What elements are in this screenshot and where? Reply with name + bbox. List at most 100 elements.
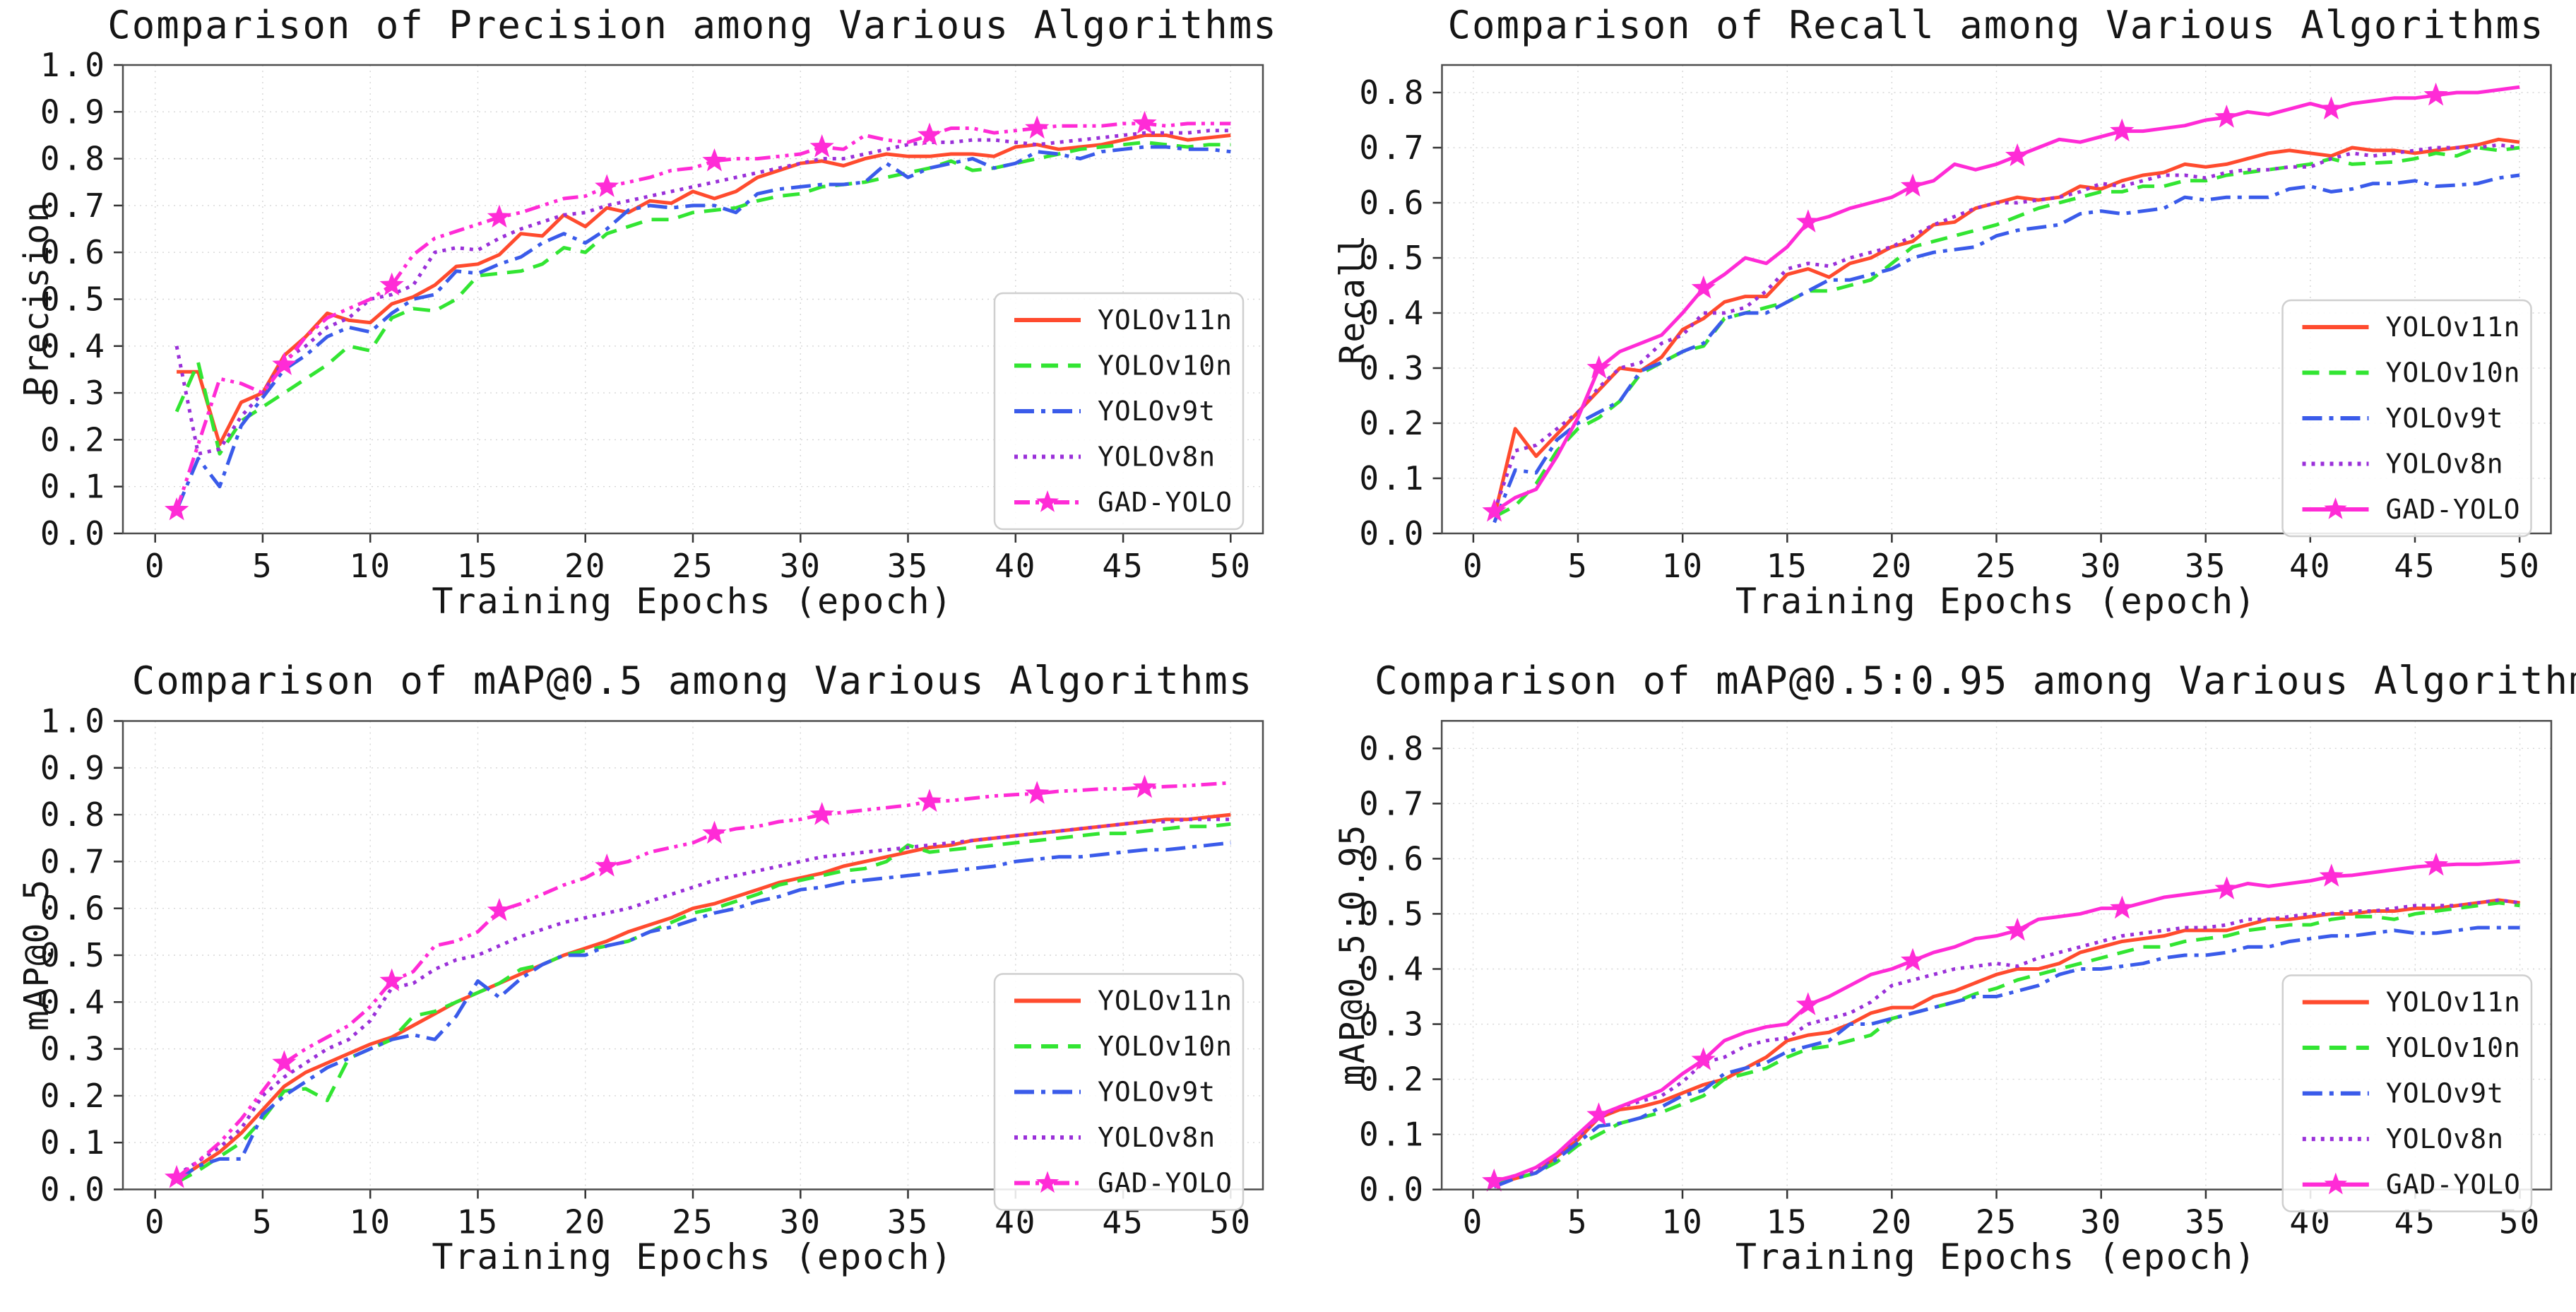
legend-label-GAD-YOLO: GAD-YOLO: [2386, 1169, 2521, 1200]
chart-panel-map50: Comparison of mAP@0.5 among Various Algo…: [0, 656, 1288, 1312]
y-tick-label: 0.5: [40, 936, 107, 974]
x-axis-label: Training Epochs (epoch): [1735, 581, 2257, 622]
legend: YOLOv11n YOLOv10n YOLOv9t YOLOv8n GAD-YOLO: [2281, 299, 2532, 538]
series-line-YOLOv11n: [1492, 137, 2520, 518]
series-line-YOLOv10n: [1493, 146, 2520, 519]
chart-panel-map50-95: Comparison of mAP@0.5:0.95 among Various…: [1288, 656, 2576, 1312]
star-marker-icon: [379, 968, 404, 991]
legend-label-YOLOv9t: YOLOv9t: [2386, 1078, 2504, 1109]
y-tick-label: 0.5: [1359, 239, 1426, 277]
star-marker-icon: [595, 853, 619, 877]
x-tick-label: 20: [564, 1203, 606, 1241]
star-marker-icon: [917, 122, 942, 146]
x-tick-label: 10: [1661, 1203, 1703, 1241]
x-tick-label: 0: [1463, 1203, 1484, 1241]
y-tick-label: 0.8: [1359, 73, 1426, 112]
x-tick-label: 25: [672, 1203, 713, 1241]
x-tick-label: 45: [2394, 547, 2435, 585]
plot-area-precision: 0 5 10 15 20 25 30 35 40 45 50 0.0 0.1 0.2 0.3 0.4 0.5 0.…: [40, 46, 1264, 585]
x-tick-label: 35: [887, 547, 929, 585]
star-marker-icon: [487, 898, 511, 921]
plot-spines: [121, 64, 1264, 535]
x-tick-label: 0: [145, 1203, 166, 1241]
star-marker-icon: [165, 1164, 189, 1188]
star-marker-icon: [1586, 355, 1611, 379]
star-marker-icon: [1132, 110, 1157, 134]
legend-label-YOLOv8n: YOLOv8n: [1098, 442, 1216, 473]
legend-label-YOLOv9t: YOLOv9t: [1098, 396, 1216, 427]
x-tick-label: 35: [887, 1203, 929, 1241]
y-tick-label: 0.8: [40, 796, 107, 834]
x-tick-label: 30: [780, 1203, 821, 1241]
star-marker-icon: [1796, 209, 1820, 232]
legend-box: [993, 973, 1245, 1211]
legend-label-YOLOv10n: YOLOv10n: [1098, 1031, 1233, 1062]
y-tick-label: 0.4: [1359, 294, 1426, 332]
star-marker-icon: [2214, 876, 2239, 899]
y-tick-label: 0.1: [1359, 1116, 1426, 1154]
x-tick-label: 50: [1210, 547, 1252, 585]
chart-title: Comparison of mAP@0.5 among Various Algo…: [131, 658, 1254, 703]
y-tick-label: 0.7: [40, 187, 107, 225]
legend-label-YOLOv8n: YOLOv8n: [2386, 449, 2504, 480]
x-tick-label: 40: [2289, 547, 2331, 585]
legend-label-YOLOv8n: YOLOv8n: [2386, 1123, 2504, 1154]
y-tick-label: 0.6: [1359, 184, 1426, 222]
star-marker-icon: [272, 352, 297, 375]
star-marker-icon: [702, 148, 727, 172]
legend-label-YOLOv9t: YOLOv9t: [2386, 403, 2504, 434]
star-marker-icon: [1586, 1102, 1611, 1125]
legend-box: [2281, 974, 2533, 1212]
series-line-YOLOv8n: [1493, 898, 2520, 1183]
x-tick-label: 40: [995, 547, 1036, 585]
star-marker-icon: [1691, 1047, 1716, 1070]
x-tick-label: 10: [350, 1203, 391, 1241]
star-marker-icon: [1025, 781, 1050, 804]
star-marker-icon: [2110, 118, 2135, 142]
chart-title: Comparison of mAP@0.5:0.95 among Various…: [1374, 658, 2576, 703]
x-tick-label: 15: [457, 1203, 499, 1241]
star-marker-icon: [1900, 173, 1925, 197]
star-marker-icon: [2110, 895, 2135, 919]
chart-panel-precision: Comparison of Precision among Various Al…: [0, 0, 1288, 656]
star-marker-icon: [809, 802, 834, 825]
series-line-GAD-YOLO: [175, 781, 1231, 1179]
y-tick-label: 0.0: [40, 514, 107, 552]
legend-star-icon: [1035, 1171, 1060, 1193]
x-tick-label: 20: [1871, 547, 1913, 585]
y-tick-label: 0.9: [40, 749, 107, 787]
y-tick-label: 0.8: [40, 140, 107, 178]
star-marker-icon: [1900, 947, 1925, 971]
star-marker-icon: [1132, 774, 1157, 798]
plot-area-map50: 0 5 10 15 20 25 30 35 40 45 500.00.10.20.30.40.50.…: [40, 702, 1264, 1241]
y-tick-label: 0.4: [40, 983, 107, 1021]
star-marker-icon: [379, 272, 404, 296]
series-line-YOLOv10n: [175, 822, 1231, 1184]
series-line-YOLOv8n: [175, 817, 1231, 1177]
y-tick-label: 0.6: [1359, 839, 1426, 877]
legend: YOLOv11n YOLOv10n YOLOv9t YOLOv8n GAD-YOLO: [993, 292, 1245, 531]
plot-spines: [121, 720, 1264, 1190]
x-tick-label: 35: [2185, 547, 2226, 585]
x-axis-label: Training Epochs (epoch): [1735, 1236, 2257, 1277]
x-axis-label: Training Epochs (epoch): [432, 581, 954, 622]
y-tick-label: 0.2: [1359, 404, 1426, 442]
legend-label-YOLOv11n: YOLOv11n: [2386, 987, 2521, 1018]
y-tick-label: 0.2: [40, 1077, 107, 1115]
chart-panel-recall: Comparison of Recall among Various Algor…: [1288, 0, 2576, 656]
legend-label-YOLOv10n: YOLOv10n: [2386, 357, 2521, 389]
series-line-GAD-YOLO: [1493, 85, 2520, 513]
x-tick-label: 15: [1767, 547, 1808, 585]
legend-star-icon: [2324, 497, 2347, 519]
y-tick-label: 0.9: [40, 93, 107, 131]
y-tick-label: 0.1: [40, 468, 107, 506]
x-tick-label: 25: [1976, 1203, 2017, 1241]
y-tick-label: 0.5: [40, 280, 107, 319]
y-tick-label: 0.7: [1359, 129, 1426, 167]
x-axis-label: Training Epochs (epoch): [432, 1236, 954, 1277]
y-tick-label: 0.1: [1359, 459, 1426, 497]
y-tick-label: 0.3: [40, 1030, 107, 1068]
legend-star-icon: [1035, 490, 1060, 512]
legend-label-GAD-YOLO: GAD-YOLO: [1098, 1168, 1233, 1199]
